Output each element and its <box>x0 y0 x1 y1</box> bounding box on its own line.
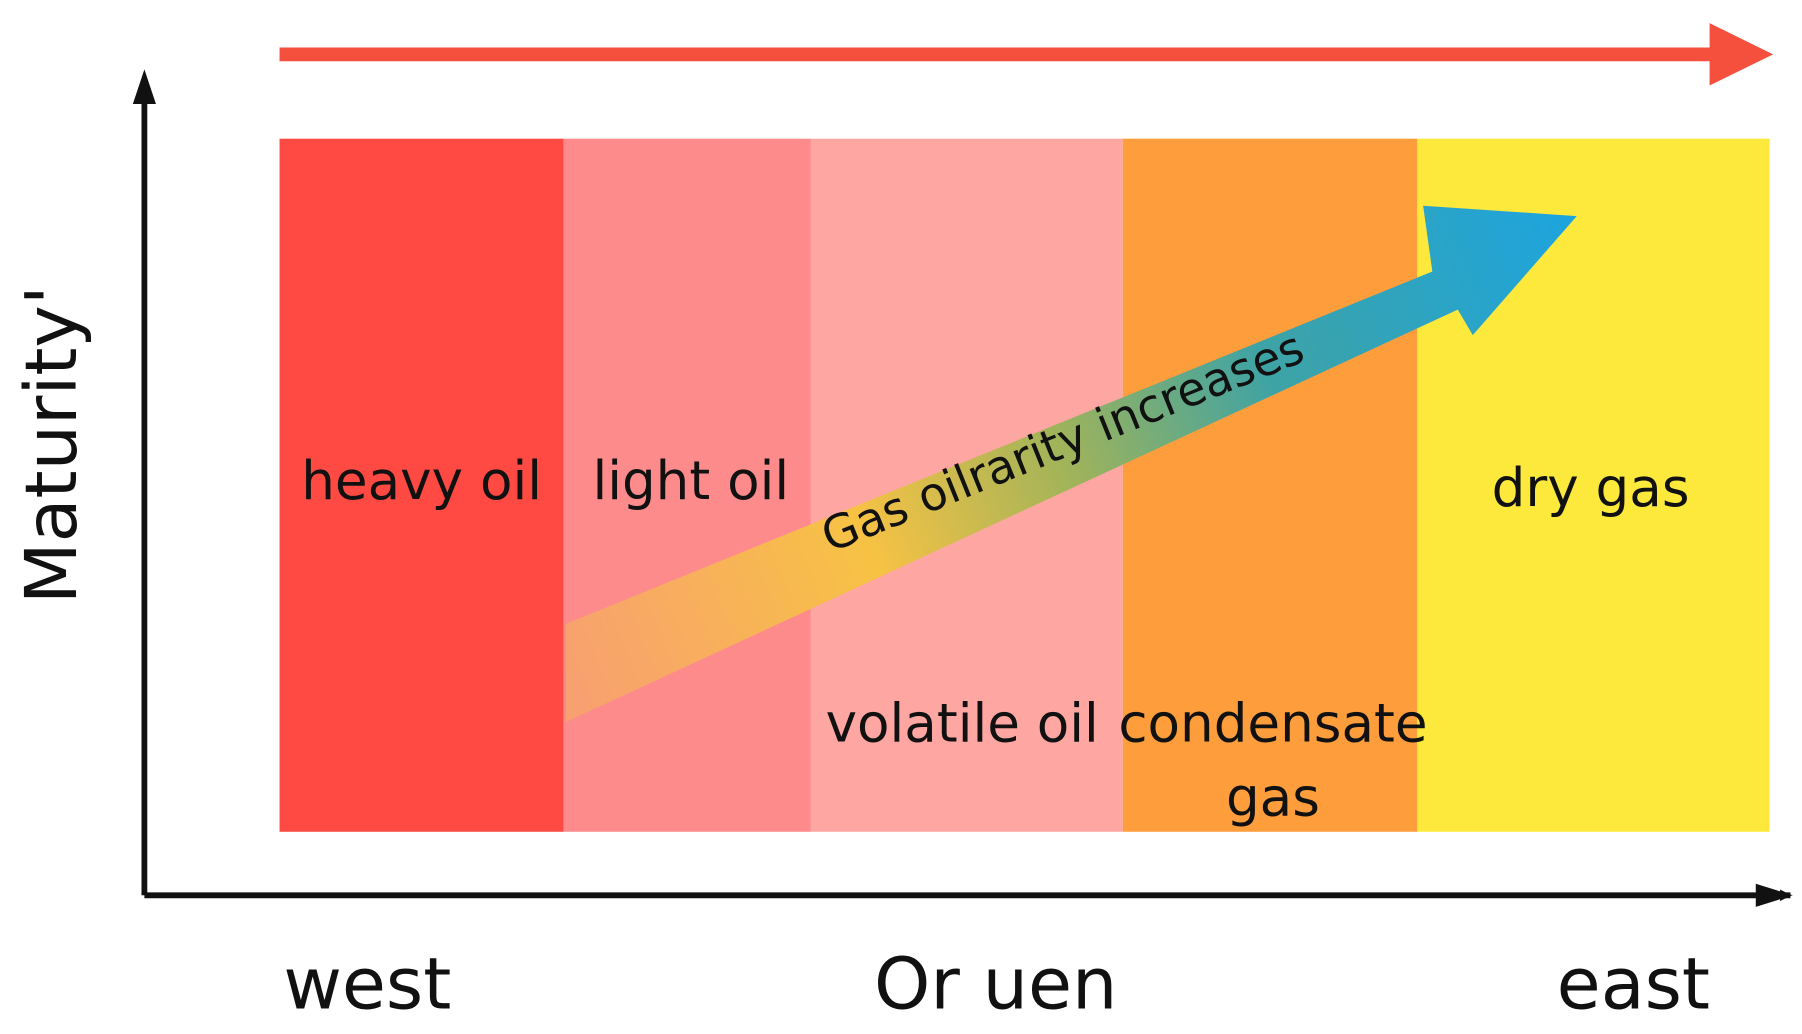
zone-light-oil <box>563 138 811 832</box>
x-axis-label: west <box>283 943 451 1026</box>
x-axis-head <box>1755 883 1793 907</box>
y-axis-head <box>132 69 156 105</box>
x-axis-label: east <box>1557 943 1710 1026</box>
direction-arrow-head <box>1709 23 1774 86</box>
x-axis-label: Or uen <box>874 943 1117 1026</box>
y-axis-label: Maturity' <box>10 285 93 604</box>
zone-label: gas <box>1226 767 1320 829</box>
trend-arrow <box>566 205 1577 723</box>
zone-label: light oil <box>592 450 789 512</box>
zone-label: volatile oil <box>826 693 1099 755</box>
zone-heavy-oil <box>279 138 564 832</box>
zone-label: condensate <box>1118 693 1427 755</box>
zone-condensate-gas <box>1122 138 1418 832</box>
zone-label: dry gas <box>1492 457 1690 519</box>
zone-label: heavy oil <box>301 450 542 512</box>
